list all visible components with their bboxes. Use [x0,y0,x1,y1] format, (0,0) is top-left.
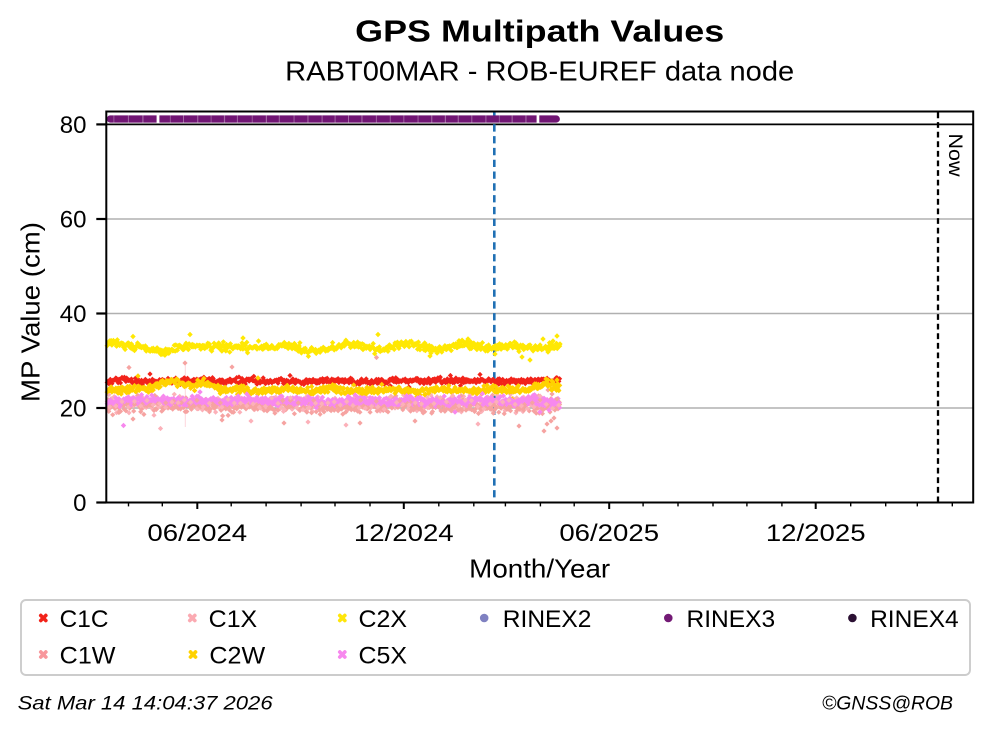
svg-text:12/2025: 12/2025 [766,520,866,547]
svg-text:12/2024: 12/2024 [354,520,454,547]
svg-text:06/2024: 06/2024 [147,520,247,547]
svg-text:20: 20 [60,396,87,423]
svg-text:RINEX2: RINEX2 [503,606,592,633]
svg-text:RINEX4: RINEX4 [870,606,959,633]
svg-text:C1C: C1C [60,606,109,633]
svg-text:06/2025: 06/2025 [559,520,659,547]
svg-text:RABT00MAR - ROB-EUREF data nod: RABT00MAR - ROB-EUREF data node [285,55,794,86]
svg-text:40: 40 [60,301,87,328]
svg-text:©GNSS@ROB: ©GNSS@ROB [822,694,953,715]
svg-text:Month/Year: Month/Year [469,554,610,584]
svg-text:60: 60 [60,207,87,234]
svg-text:Sat Mar 14 14:04:37 2026: Sat Mar 14 14:04:37 2026 [18,694,273,715]
svg-text:C1X: C1X [209,606,258,633]
svg-text:C2W: C2W [209,642,265,669]
svg-text:C2X: C2X [359,606,408,633]
svg-text:80: 80 [60,112,87,139]
svg-text:0: 0 [73,490,86,517]
svg-text:MP Value (cm): MP Value (cm) [16,222,46,402]
svg-text:C5X: C5X [359,642,408,669]
svg-text:C1W: C1W [60,642,116,669]
svg-text:Now: Now [944,134,966,178]
svg-text:GPS Multipath Values: GPS Multipath Values [355,14,724,48]
svg-text:RINEX3: RINEX3 [687,606,776,633]
